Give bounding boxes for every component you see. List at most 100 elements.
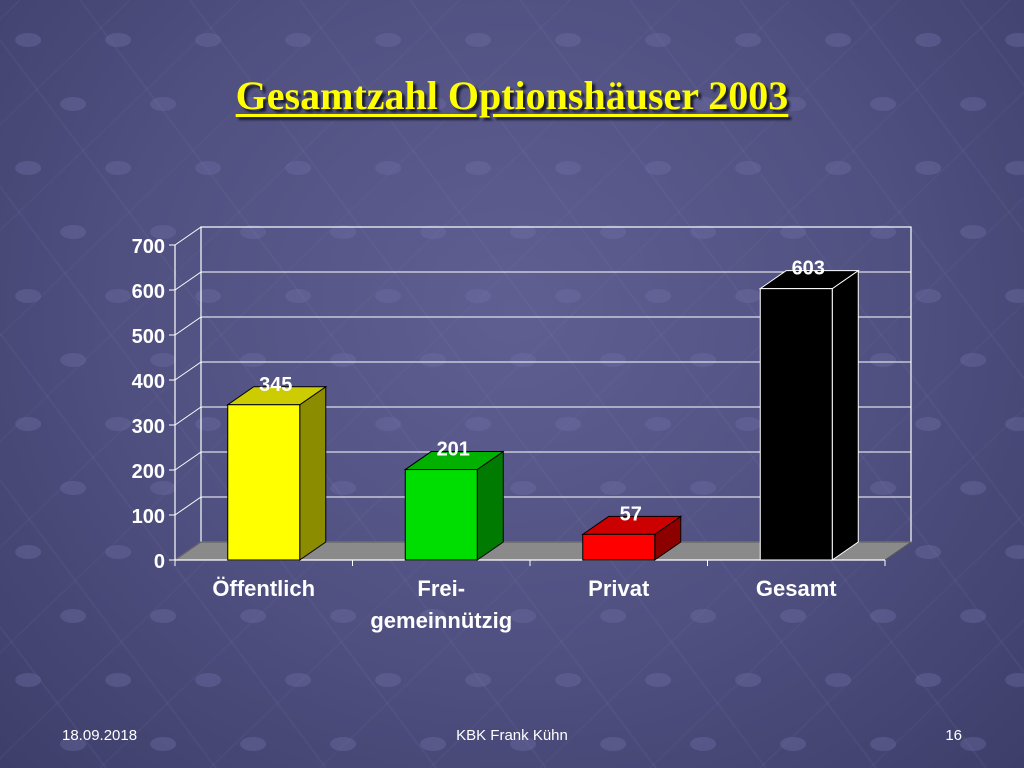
lattice-dot [285,33,312,47]
lattice-dot [555,417,582,431]
lattice-line [299,0,877,768]
lattice-dot [330,737,357,751]
lattice-dot [825,161,852,175]
lattice-dot [915,417,942,431]
gridline-side [174,271,202,291]
lattice-dot [555,33,582,47]
lattice-dot [330,481,357,495]
lattice-dot [240,225,267,239]
lattice-dot [510,353,537,367]
y-tick-label: 300 [132,416,165,438]
category-label-line: gemeinnützig [370,608,512,633]
lattice-dot [870,353,897,367]
lattice-line [0,0,241,232]
lattice-line [759,513,1024,768]
lattice-dot [1005,673,1024,687]
lattice-dot [105,417,132,431]
lattice-dot [600,737,627,751]
lattice-dot [645,33,672,47]
lattice-dot [510,609,537,623]
lattice-dot [690,225,717,239]
lattice-dot [150,609,177,623]
footer-date: 18.09.2018 [62,727,138,744]
category-label-line: Privat [588,576,650,601]
lattice-dot [600,353,627,367]
lattice-dot [960,609,987,623]
lattice-dot [915,673,942,687]
lattice-dot [510,97,537,111]
lattice-dot [195,673,222,687]
gridline-side [174,361,202,381]
lattice-dot [375,673,402,687]
lattice-dot [195,289,222,303]
lattice-line [539,301,1024,768]
lattice-line [0,331,327,768]
lattice-dot [780,225,807,239]
lattice-dot [15,673,42,687]
category-label-line: Gesamt [756,576,837,601]
lattice-dot [600,481,627,495]
lattice-line [849,0,1024,234]
y-tick-label: 600 [132,281,165,303]
lattice-dot [510,481,537,495]
lattice-dot [690,609,717,623]
lattice-dot [915,289,942,303]
lattice-dot [645,161,672,175]
lattice-dot [510,737,537,751]
category-label: Gesamt [756,576,837,601]
lattice-line [0,478,217,768]
lattice-dot [195,161,222,175]
lattice-dot [60,481,87,495]
lattice-dot [1005,417,1024,431]
lattice-dot [105,33,132,47]
lattice-line [649,407,1024,768]
lattice-line [0,0,351,338]
lattice-dot [240,609,267,623]
lattice-dot [105,161,132,175]
lattice-dot [960,737,987,751]
bar-front [227,404,301,561]
bar-4 [758,269,860,561]
category-label: Privat [588,576,650,601]
y-tick-label: 400 [132,371,165,393]
lattice-dot [285,289,312,303]
footer-page-number: 16 [945,727,962,744]
lattice-dot [60,225,87,239]
lattice-dot [870,225,897,239]
lattice-dot [60,609,87,623]
lattice-dot [780,97,807,111]
lattice-dot [150,225,177,239]
lattice-dot [600,97,627,111]
lattice-dot [240,353,267,367]
lattice-dot [420,225,447,239]
lattice-dot [555,161,582,175]
lattice-dot [420,609,447,623]
lattice-dot [1005,289,1024,303]
lattice-dot [105,289,132,303]
lattice-dot [240,97,267,111]
lattice-line [99,0,901,768]
lattice-dot [420,737,447,751]
lattice-dot [465,673,492,687]
lattice-dot [330,225,357,239]
lattice-dot [555,289,582,303]
lattice-dot [330,353,357,367]
category-label: Öffentlich [212,576,315,601]
lattice-line [629,0,1024,527]
lattice-dot [60,737,87,751]
lattice-dot [15,289,42,303]
lattice-dot [465,289,492,303]
data-label: 345 [259,374,292,396]
lattice-dot [420,353,447,367]
lattice-line [189,0,767,768]
bar-front [404,469,478,561]
lattice-dot [645,289,672,303]
gridline-side [174,316,202,336]
lattice-line [0,0,570,768]
lattice-dot [735,673,762,687]
bar-3 [581,515,683,561]
lattice-dot [150,481,177,495]
lattice-dot [465,161,492,175]
y-tick-label: 200 [132,461,165,483]
lattice-dot [15,161,42,175]
